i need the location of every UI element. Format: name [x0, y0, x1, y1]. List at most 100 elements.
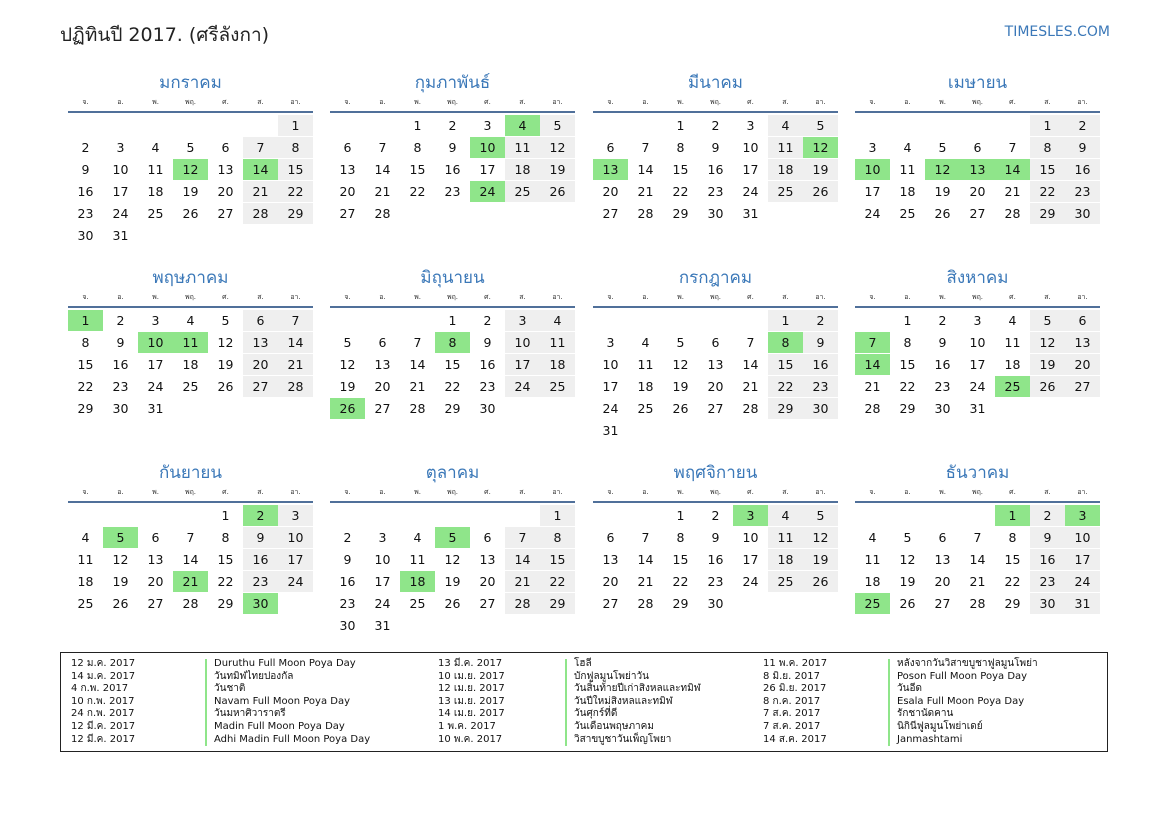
day-cell[interactable]: 29 — [672, 206, 689, 221]
day-cell[interactable]: 29 — [77, 401, 94, 416]
day-cell[interactable]: 11 — [409, 552, 426, 567]
day-cell[interactable]: 13 — [339, 162, 356, 177]
day-cell[interactable]: 12 — [444, 552, 461, 567]
day-cell[interactable]: 10 — [278, 527, 313, 548]
day-cell[interactable]: 22 — [899, 379, 916, 394]
day-cell[interactable]: 4 — [186, 313, 195, 328]
day-cell[interactable]: 15 — [540, 549, 575, 570]
day-cell[interactable]: 11 — [147, 162, 164, 177]
day-cell[interactable]: 6 — [711, 335, 720, 350]
day-cell[interactable]: 3 — [116, 140, 125, 155]
day-cell[interactable]: 6 — [1065, 310, 1100, 331]
day-cell[interactable]: 23 — [803, 376, 838, 397]
day-cell[interactable]: 18 — [77, 574, 94, 589]
day-cell[interactable]: 20 — [339, 184, 356, 199]
holiday-day-cell[interactable]: 14 — [995, 159, 1030, 180]
day-cell[interactable]: 5 — [938, 140, 947, 155]
day-cell[interactable]: 27 — [707, 401, 724, 416]
holiday-day-cell[interactable]: 24 — [470, 181, 505, 202]
day-cell[interactable]: 9 — [448, 140, 457, 155]
day-cell[interactable]: 3 — [606, 335, 615, 350]
day-cell[interactable]: 4 — [868, 530, 877, 545]
day-cell[interactable]: 27 — [217, 206, 234, 221]
day-cell[interactable]: 12 — [217, 335, 234, 350]
day-cell[interactable]: 9 — [243, 527, 278, 548]
day-cell[interactable]: 29 — [540, 593, 575, 614]
day-cell[interactable]: 16 — [934, 357, 951, 372]
day-cell[interactable]: 20 — [374, 379, 391, 394]
day-cell[interactable]: 14 — [969, 552, 986, 567]
day-cell[interactable]: 30 — [934, 401, 951, 416]
holiday-day-cell[interactable]: 26 — [330, 398, 365, 419]
day-cell[interactable]: 2 — [711, 118, 720, 133]
day-cell[interactable]: 25 — [505, 181, 540, 202]
holiday-day-cell[interactable]: 8 — [768, 332, 803, 353]
day-cell[interactable]: 2 — [711, 508, 720, 523]
day-cell[interactable]: 22 — [540, 571, 575, 592]
day-cell[interactable]: 14 — [637, 162, 654, 177]
day-cell[interactable]: 26 — [803, 571, 838, 592]
day-cell[interactable]: 19 — [672, 379, 689, 394]
holiday-day-cell[interactable]: 1 — [995, 505, 1030, 526]
day-cell[interactable]: 12 — [672, 357, 689, 372]
day-cell[interactable]: 25 — [637, 401, 654, 416]
day-cell[interactable]: 11 — [768, 137, 803, 158]
day-cell[interactable]: 26 — [1030, 376, 1065, 397]
day-cell[interactable]: 7 — [378, 140, 387, 155]
day-cell[interactable]: 10 — [112, 162, 129, 177]
day-cell[interactable]: 17 — [147, 357, 164, 372]
day-cell[interactable]: 10 — [505, 332, 540, 353]
day-cell[interactable]: 17 — [969, 357, 986, 372]
day-cell[interactable]: 6 — [483, 530, 492, 545]
holiday-day-cell[interactable]: 14 — [855, 354, 890, 375]
brand-link[interactable]: TIMESLES.COM — [1004, 24, 1110, 40]
day-cell[interactable]: 22 — [1004, 574, 1021, 589]
day-cell[interactable]: 19 — [803, 159, 838, 180]
day-cell[interactable]: 29 — [1030, 203, 1065, 224]
day-cell[interactable]: 10 — [602, 357, 619, 372]
day-cell[interactable]: 29 — [899, 401, 916, 416]
day-cell[interactable]: 11 — [768, 527, 803, 548]
holiday-day-cell[interactable]: 11 — [173, 332, 208, 353]
day-cell[interactable]: 19 — [899, 574, 916, 589]
day-cell[interactable]: 11 — [77, 552, 94, 567]
day-cell[interactable]: 19 — [803, 549, 838, 570]
day-cell[interactable]: 2 — [1030, 505, 1065, 526]
day-cell[interactable]: 3 — [973, 313, 982, 328]
day-cell[interactable]: 3 — [746, 118, 755, 133]
day-cell[interactable]: 6 — [151, 530, 160, 545]
day-cell[interactable]: 17 — [864, 184, 881, 199]
day-cell[interactable]: 27 — [243, 376, 278, 397]
day-cell[interactable]: 28 — [864, 401, 881, 416]
day-cell[interactable]: 7 — [186, 530, 195, 545]
day-cell[interactable]: 1 — [448, 313, 457, 328]
day-cell[interactable]: 18 — [768, 549, 803, 570]
day-cell[interactable]: 5 — [186, 140, 195, 155]
day-cell[interactable]: 28 — [969, 596, 986, 611]
day-cell[interactable]: 7 — [641, 140, 650, 155]
day-cell[interactable]: 13 — [217, 162, 234, 177]
day-cell[interactable]: 27 — [934, 596, 951, 611]
day-cell[interactable]: 10 — [742, 140, 759, 155]
day-cell[interactable]: 8 — [81, 335, 90, 350]
day-cell[interactable]: 2 — [81, 140, 90, 155]
day-cell[interactable]: 9 — [81, 162, 90, 177]
day-cell[interactable]: 30 — [479, 401, 496, 416]
day-cell[interactable]: 10 — [374, 552, 391, 567]
day-cell[interactable]: 30 — [339, 618, 356, 633]
holiday-day-cell[interactable]: 12 — [173, 159, 208, 180]
day-cell[interactable]: 23 — [77, 206, 94, 221]
day-cell[interactable]: 1 — [903, 313, 912, 328]
day-cell[interactable]: 5 — [803, 505, 838, 526]
day-cell[interactable]: 24 — [602, 401, 619, 416]
day-cell[interactable]: 12 — [803, 527, 838, 548]
day-cell[interactable]: 18 — [768, 159, 803, 180]
holiday-day-cell[interactable]: 25 — [855, 593, 890, 614]
day-cell[interactable]: 26 — [899, 596, 916, 611]
day-cell[interactable]: 21 — [505, 571, 540, 592]
day-cell[interactable]: 24 — [374, 596, 391, 611]
day-cell[interactable]: 23 — [243, 571, 278, 592]
day-cell[interactable]: 20 — [602, 574, 619, 589]
day-cell[interactable]: 30 — [112, 401, 129, 416]
day-cell[interactable]: 1 — [676, 118, 685, 133]
